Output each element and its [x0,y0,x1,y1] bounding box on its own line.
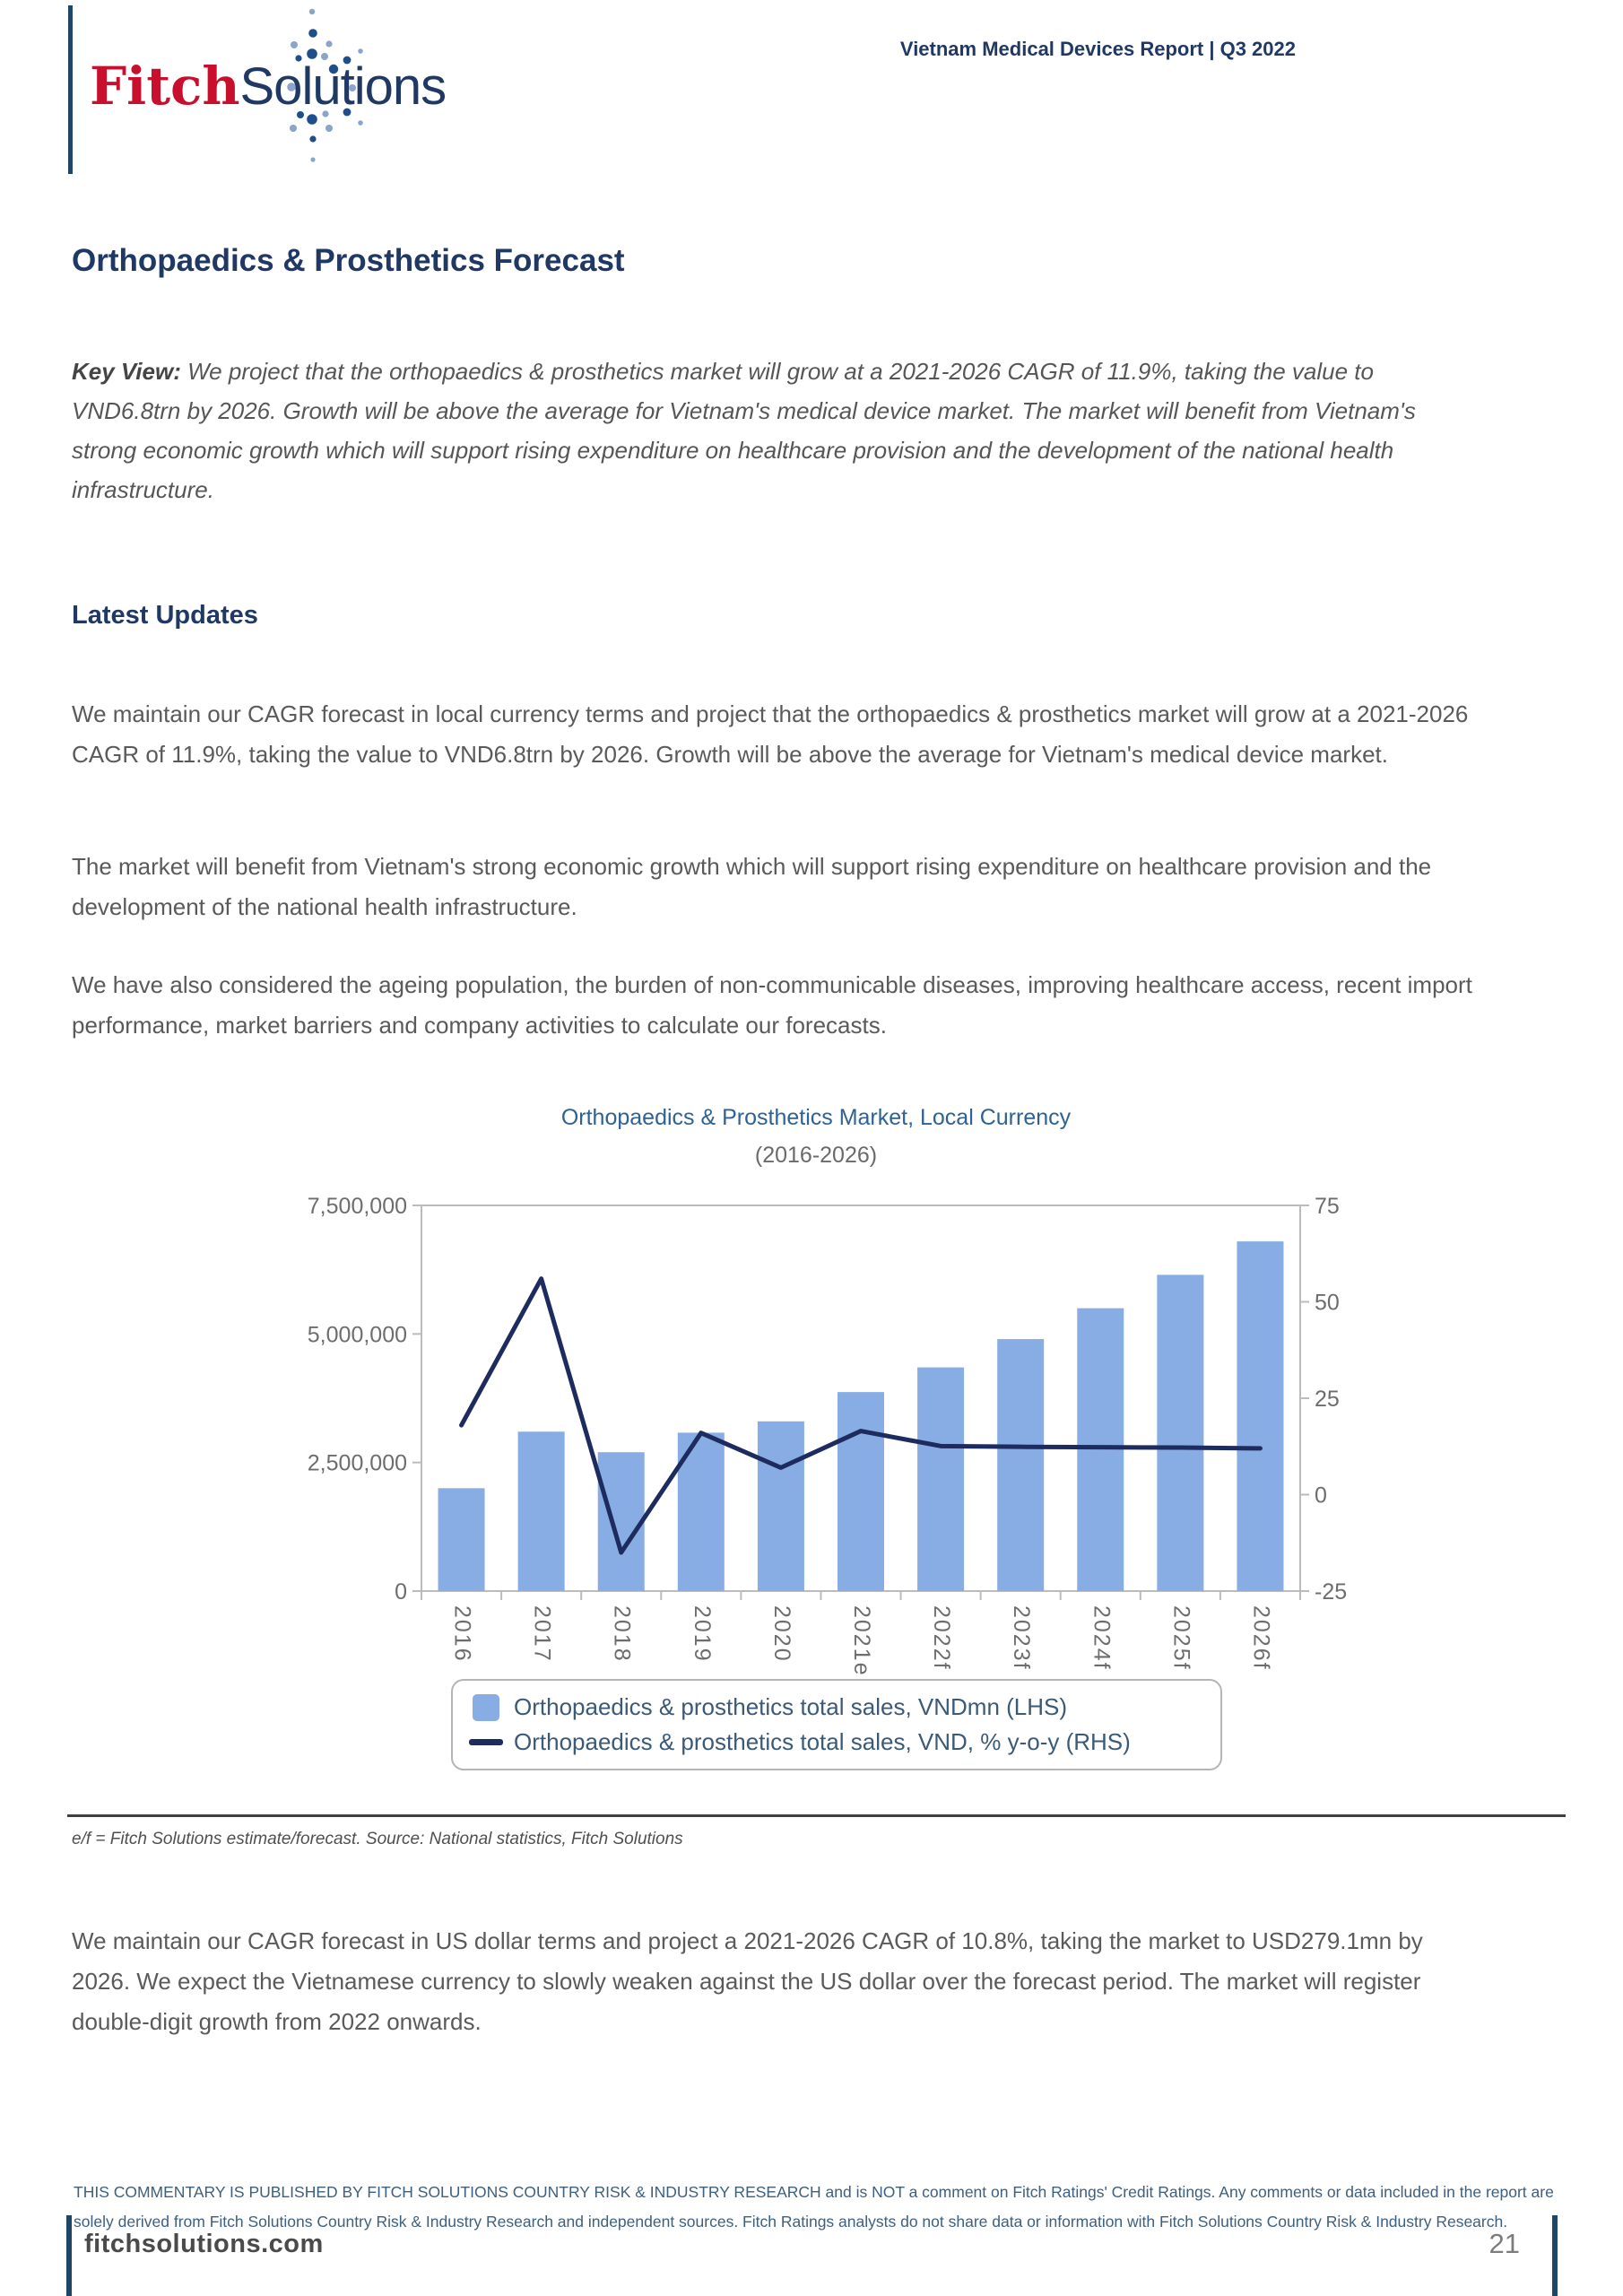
x-axis-label-2022f: 2022f [929,1605,954,1671]
footer-disclaimer: THIS COMMENTARY IS PUBLISHED BY FITCH SO… [74,2183,1554,2231]
logo-solutions-text: Solutions [239,57,447,116]
left-axis-label: 0 [395,1579,407,1605]
bar-2023f [997,1339,1045,1591]
right-axis-label: 0 [1315,1483,1327,1509]
footer-website: fitchsolutions.com [84,2230,324,2258]
key-view-paragraph: Key View: We project that the orthopaedi… [72,352,1471,509]
key-view-text: We project that the orthopaedics & prost… [72,358,1416,503]
x-axis-label-2016: 2016 [450,1605,475,1663]
bar-2018 [597,1452,645,1591]
footer-accent-bar-left [66,2215,72,2296]
left-axis-label: 2,500,000 [308,1451,407,1476]
x-axis-label-2025f: 2025f [1168,1605,1193,1671]
x-axis-label-2020: 2020 [769,1605,794,1663]
legend-bar-swatch-icon [473,1693,499,1721]
chart-title: Orthopaedics & Prosthetics Market, Local… [560,1105,1072,1130]
x-axis-label-2024f: 2024f [1089,1605,1114,1671]
legend-item: Orthopaedics & prosthetics total sales, … [469,1728,1201,1756]
right-axis-label: 75 [1315,1194,1340,1219]
bar-2016 [438,1488,485,1591]
update-paragraph-1: We maintain our CAGR forecast in local c… [72,700,1469,768]
latest-updates-heading: Latest Updates [72,601,258,631]
bar-2026f [1237,1241,1284,1591]
bar-2017 [517,1431,565,1591]
market-chart: 0 2,500,000 5,000,000 7,500,000 -25 0 25 50 75 20… [308,1194,1347,1677]
bar-2024f [1077,1308,1124,1591]
us-dollar-paragraph: We maintain our CAGR forecast in US doll… [72,1927,1423,2035]
x-axis-label-2021e: 2021e [849,1605,874,1677]
legend-label: Orthopaedics & prosthetics total sales, … [514,1728,1131,1755]
bar-2020 [757,1421,804,1591]
chart-legend: Orthopaedics & prosthetics total sales, … [451,1679,1222,1770]
chart-source-note: e/f = Fitch Solutions estimate/forecast.… [72,1830,683,1848]
fitch-solutions-logo: FitchSolutions [90,56,447,117]
x-axis-label-2023f: 2023f [1009,1605,1034,1671]
update-paragraph-3: We have also considered the ageing popul… [72,971,1472,1039]
report-title: Vietnam Medical Devices Report | Q3 2022 [899,38,1296,60]
legend-item: Orthopaedics & prosthetics total sales, … [473,1693,1201,1721]
yoy-line-series [459,1276,1263,1555]
logo-fitch-text: Fitch [90,56,240,117]
header-accent-bar [68,5,73,174]
legend-label: Orthopaedics & prosthetics total sales, … [514,1693,1068,1720]
x-axis-label-2017: 2017 [530,1605,555,1663]
bar-2025f [1157,1274,1204,1591]
chart-divider-rule [67,1814,1566,1817]
key-view-label: Key View: [72,358,181,385]
update-paragraph-2: The market will benefit from Vietnam's s… [72,853,1432,920]
fitch-dots-logo-icon [287,8,363,162]
chart-subtitle: (2016-2026) [754,1143,878,1168]
bar-2021e [838,1392,884,1591]
x-axis-label-2019: 2019 [690,1605,715,1663]
x-axis-label-2018: 2018 [610,1605,635,1663]
left-axis-label: 7,500,000 [308,1194,407,1219]
right-axis-label: 50 [1315,1291,1340,1316]
left-axis-label: 5,000,000 [308,1322,407,1347]
legend-line-swatch-icon [469,1739,503,1745]
page-number: 21 [1488,2228,1520,2259]
right-axis-label: -25 [1315,1579,1347,1605]
right-axis-label: 25 [1315,1387,1340,1412]
bar-2022f [917,1367,965,1591]
page-title: Orthopaedics & Prosthetics Forecast [72,243,625,279]
x-axis-label-2026f: 2026f [1248,1605,1273,1671]
footer-accent-bar-right [1552,2215,1558,2296]
